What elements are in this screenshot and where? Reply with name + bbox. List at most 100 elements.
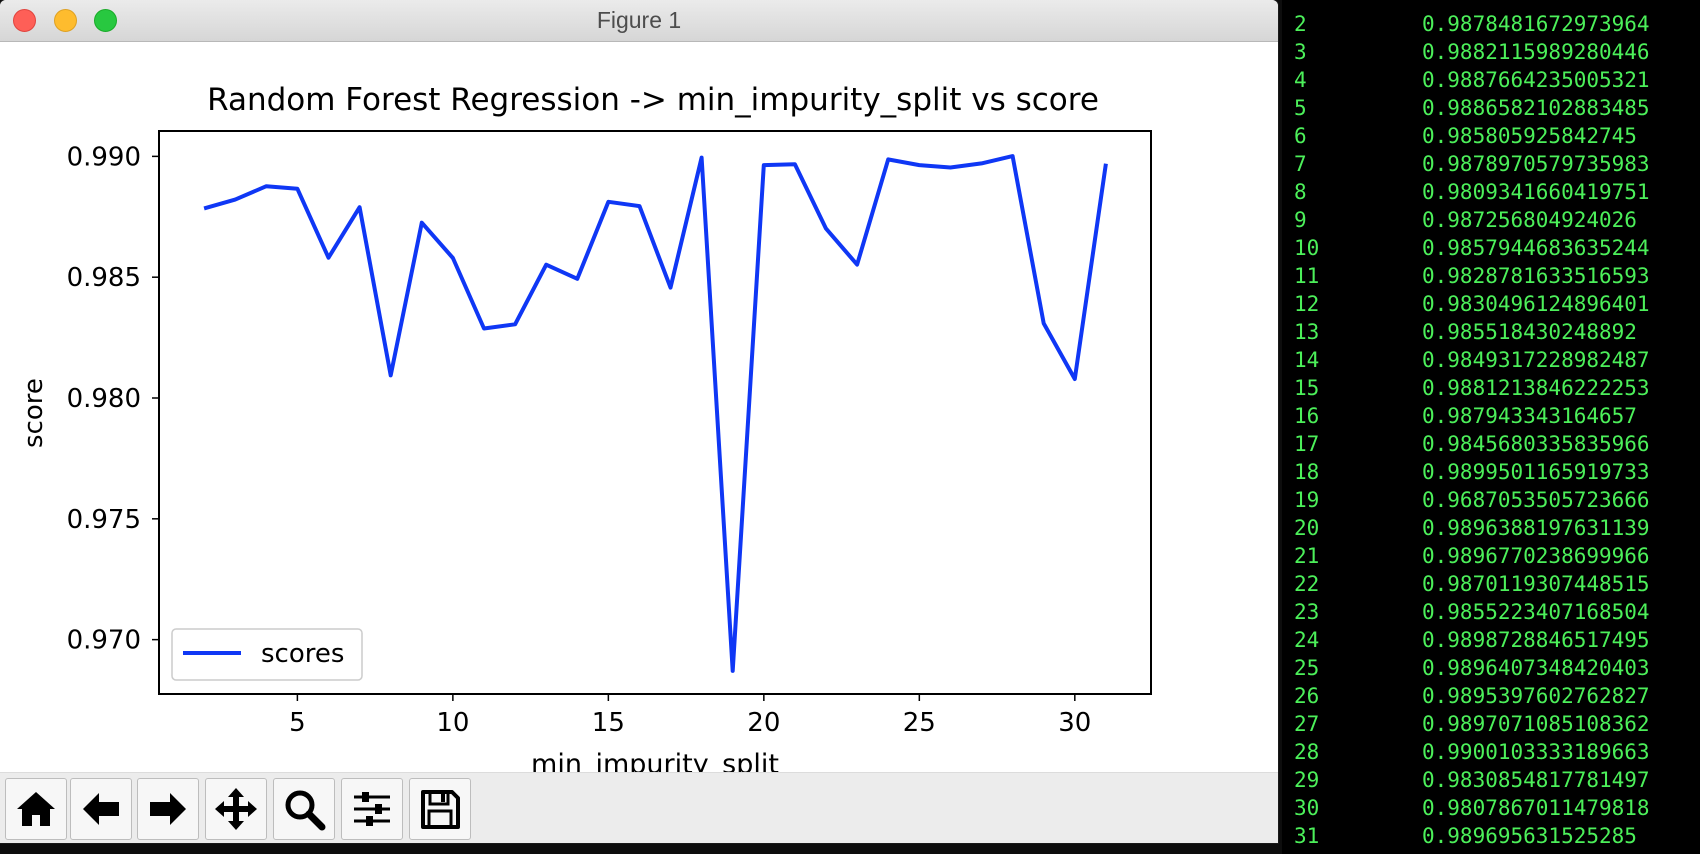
y-axis-label: score <box>19 378 49 448</box>
terminal-line: 28 0.9900103333189663 <box>1294 738 1650 766</box>
terminal-index: 16 <box>1294 404 1320 428</box>
terminal-line: 26 0.9895397602762827 <box>1294 682 1650 710</box>
terminal-line: 3 0.9882115989280446 <box>1294 38 1650 66</box>
window-minimize-button[interactable] <box>54 9 77 32</box>
terminal-index: 12 <box>1294 292 1320 316</box>
terminal-value: 0.9857944683635244 <box>1422 236 1650 260</box>
terminal-index: 9 <box>1294 208 1307 232</box>
terminal-index: 2 <box>1294 12 1307 36</box>
scores-line <box>203 154 1108 673</box>
terminal-line: 9 0.987256804924026 <box>1294 206 1637 234</box>
legend-label-scores: scores <box>261 639 344 669</box>
terminal-line: 5 0.9886582102883485 <box>1294 94 1650 122</box>
save-disk-icon <box>421 790 460 829</box>
zoom-magnifier-icon <box>285 790 326 831</box>
terminal-value: 0.9807867011479818 <box>1422 796 1650 820</box>
forward-arrow-icon <box>150 793 186 825</box>
tick-labels: 5 10 15 20 25 30 0.970 0.975 0.980 0.985 0.990 <box>67 142 1092 738</box>
terminal-value: 0.9896770238699966 <box>1422 544 1650 568</box>
terminal-line: 15 0.9881213846222253 <box>1294 374 1650 402</box>
terminal-index: 4 <box>1294 68 1307 92</box>
terminal-line: 8 0.9809341660419751 <box>1294 178 1650 206</box>
terminal-line: 6 0.985805925842745 <box>1294 122 1637 150</box>
terminal-index: 30 <box>1294 796 1320 820</box>
terminal-value: 0.9809341660419751 <box>1422 180 1650 204</box>
terminal-value: 0.9870119307448515 <box>1422 572 1650 596</box>
terminal-index: 10 <box>1294 236 1320 260</box>
terminal-line: 12 0.9830496124896401 <box>1294 290 1650 318</box>
forward-button[interactable] <box>137 778 199 840</box>
terminal-line: 16 0.987943343164657 <box>1294 402 1637 430</box>
terminal-index: 21 <box>1294 544 1320 568</box>
terminal-index: 20 <box>1294 516 1320 540</box>
terminal-value: 0.985518430248892 <box>1422 320 1637 344</box>
terminal-value: 0.9896407348420403 <box>1422 656 1650 680</box>
pan-button[interactable] <box>205 778 267 840</box>
x-tick-label: 15 <box>592 708 625 738</box>
terminal-value: 0.9855223407168504 <box>1422 600 1650 624</box>
terminal-value: 0.9895397602762827 <box>1422 684 1650 708</box>
terminal-index: 18 <box>1294 460 1320 484</box>
y-tick-label: 0.985 <box>67 263 141 293</box>
terminal-index: 11 <box>1294 264 1320 288</box>
terminal-line: 2 0.9878481672973964 <box>1294 10 1650 38</box>
terminal-value: 0.9830496124896401 <box>1422 292 1650 316</box>
terminal-index: 5 <box>1294 96 1307 120</box>
x-tick-label: 30 <box>1058 708 1091 738</box>
terminal-line: 18 0.9899501165919733 <box>1294 458 1650 486</box>
terminal-index: 22 <box>1294 572 1320 596</box>
terminal-index: 17 <box>1294 432 1320 456</box>
back-arrow-icon <box>83 793 119 825</box>
navigation-toolbar <box>0 772 1278 843</box>
terminal-value: 0.9878481672973964 <box>1422 12 1650 36</box>
terminal-line: 22 0.9870119307448515 <box>1294 570 1650 598</box>
terminal-value: 0.987943343164657 <box>1422 404 1637 428</box>
y-tick-label: 0.975 <box>67 505 141 535</box>
terminal-index: 6 <box>1294 124 1307 148</box>
terminal-value: 0.989695631525285 <box>1422 824 1637 848</box>
terminal-value: 0.9845680335835966 <box>1422 432 1650 456</box>
terminal-line: 7 0.9878970579735983 <box>1294 150 1650 178</box>
window-title: Figure 1 <box>596 7 682 33</box>
back-button[interactable] <box>70 778 132 840</box>
terminal-line: 25 0.9896407348420403 <box>1294 654 1650 682</box>
terminal-value: 0.9830854817781497 <box>1422 768 1650 792</box>
terminal-line: 24 0.9898728846517495 <box>1294 626 1650 654</box>
terminal-line: 31 0.989695631525285 <box>1294 822 1637 850</box>
window-close-button[interactable] <box>13 9 36 32</box>
window-title-bar[interactable]: Figure 1 <box>0 0 1278 42</box>
plot-axes <box>152 130 1152 701</box>
terminal-index: 23 <box>1294 600 1320 624</box>
terminal-output: 2 0.9878481672973964 3 0.9882115989280446 4 0… <box>1282 0 1700 854</box>
terminal-line: 23 0.9855223407168504 <box>1294 598 1650 626</box>
terminal-line: 14 0.9849317228982487 <box>1294 346 1650 374</box>
axes-frame <box>158 130 1152 695</box>
terminal-value: 0.9881213846222253 <box>1422 376 1650 400</box>
terminal-index: 24 <box>1294 628 1320 652</box>
terminal-line: 19 0.9687053505723666 <box>1294 486 1650 514</box>
terminal-value: 0.985805925842745 <box>1422 124 1637 148</box>
terminal-value: 0.9898728846517495 <box>1422 628 1650 652</box>
legend: scores <box>171 628 363 681</box>
terminal-value: 0.9886582102883485 <box>1422 96 1650 120</box>
home-button[interactable] <box>5 778 67 840</box>
zoom-button[interactable] <box>273 778 335 840</box>
x-tick-label: 25 <box>903 708 936 738</box>
home-icon <box>17 792 55 826</box>
configure-subplots-button[interactable] <box>341 778 403 840</box>
terminal-line: 30 0.9807867011479818 <box>1294 794 1650 822</box>
chart-title: Random Forest Regression -> min_impurity… <box>207 82 1099 118</box>
terminal-line: 17 0.9845680335835966 <box>1294 430 1650 458</box>
terminal-value: 0.9887664235005321 <box>1422 68 1650 92</box>
terminal-index: 19 <box>1294 488 1320 512</box>
save-button[interactable] <box>409 778 471 840</box>
series-scores <box>203 154 1108 673</box>
window-maximize-button[interactable] <box>94 9 117 32</box>
terminal-index: 31 <box>1294 824 1320 848</box>
y-tick-label: 0.990 <box>67 142 141 172</box>
plot-canvas[interactable]: Random Forest Regression -> min_impurity… <box>0 41 1278 772</box>
terminal-value: 0.9687053505723666 <box>1422 488 1650 512</box>
terminal-value: 0.9849317228982487 <box>1422 348 1650 372</box>
terminal-index: 28 <box>1294 740 1320 764</box>
y-tick-label: 0.970 <box>67 626 141 656</box>
